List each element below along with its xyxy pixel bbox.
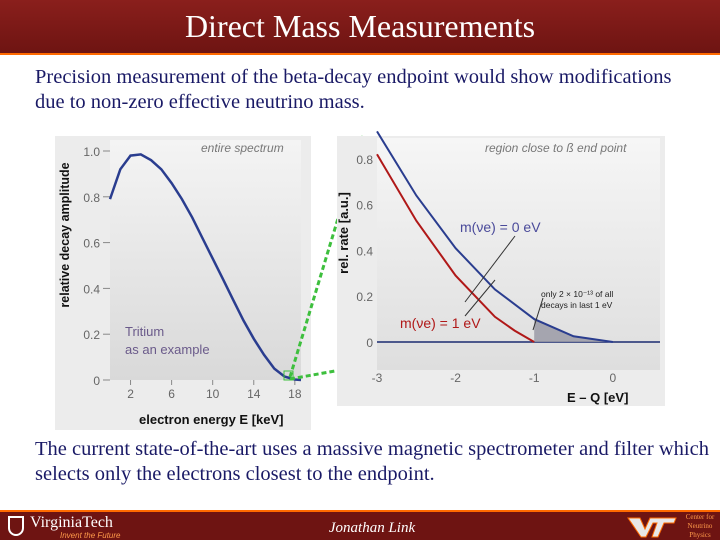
left-x-tick-label: 18 xyxy=(288,387,302,401)
left-y-tick-label: 0.8 xyxy=(83,191,100,205)
legend-m1-label: m(νe) = 1 eV xyxy=(400,315,481,331)
vt-shield-icon xyxy=(8,516,24,536)
left-x-tick-label: 6 xyxy=(168,387,175,401)
slide-title: Direct Mass Measurements xyxy=(184,8,536,44)
right-y-tick-label: 0.4 xyxy=(356,244,373,258)
left-y-axis-label: relative decay amplitude xyxy=(58,162,72,307)
right-y-tick-label: 0.8 xyxy=(356,153,373,167)
full-spectrum-curve xyxy=(108,153,302,382)
left-x-tick-label: 10 xyxy=(206,387,220,401)
right-x-tick-label: -3 xyxy=(372,371,383,385)
left-plot-area xyxy=(110,140,301,380)
right-y-tick-label: 0.6 xyxy=(356,199,373,213)
title-bar: Direct Mass Measurements xyxy=(0,0,720,55)
right-plot-area xyxy=(377,138,660,370)
left-y-tick-label: 0.4 xyxy=(83,282,100,296)
left-chart-title: entire spectrum xyxy=(201,141,284,155)
beta-spectrum-figure: relative decay amplitude electron energy… xyxy=(55,130,665,430)
right-x-tick-label: -2 xyxy=(450,371,461,385)
right-y-tick-label: 0 xyxy=(366,336,373,350)
m0-label-pointer xyxy=(464,235,516,303)
right-x-tick-label: -1 xyxy=(529,371,540,385)
legend-m0-label: m(νe) = 0 eV xyxy=(460,219,541,235)
figure-svg: relative decay amplitude electron energy… xyxy=(55,130,665,430)
center-name: Center for Neutrino Physics xyxy=(685,513,715,539)
left-x-tick-label: 14 xyxy=(247,387,261,401)
zoom-box xyxy=(283,370,294,381)
footer-bar: VirginiaTech Invent the Future Jonathan … xyxy=(0,510,720,540)
vt-monogram-icon xyxy=(627,517,677,538)
right-x-axis-label: E – Q [eV] xyxy=(567,390,628,405)
m1-label-pointer xyxy=(464,279,496,317)
right-y-tick-label: 0.2 xyxy=(356,290,373,304)
curve-m1-ev xyxy=(376,153,535,343)
fraction-note-pointer xyxy=(532,297,544,331)
tritium-label: Tritium xyxy=(125,324,164,339)
left-y-tick-label: 0.2 xyxy=(83,328,100,342)
footer-author: Jonathan Link xyxy=(328,520,416,536)
right-x-tick-label: 0 xyxy=(609,371,616,385)
fraction-note-line1: only 2 × 10⁻¹³ of all xyxy=(541,289,613,299)
curve-m0-ev xyxy=(376,130,613,343)
tritium-sublabel: as an example xyxy=(125,342,210,357)
university-name: VirginiaTech xyxy=(30,514,113,531)
left-y-tick-label: 1.0 xyxy=(83,145,100,159)
last-ev-shaded-region xyxy=(534,319,613,342)
spectrometer-paragraph: The current state-of-the-art uses a mass… xyxy=(35,438,709,485)
left-y-tick-label: 0.6 xyxy=(83,237,100,251)
left-x-axis-label: electron energy E [keV] xyxy=(139,412,284,427)
university-tagline: Invent the Future xyxy=(60,531,121,540)
intro-paragraph: Precision measurement of the beta-decay … xyxy=(35,66,672,113)
right-chart-title: region close to ß end point xyxy=(485,141,627,155)
left-y-tick-label: 0 xyxy=(93,374,100,388)
left-x-tick-label: 2 xyxy=(127,387,134,401)
right-y-axis-label: rel. rate [a.u.] xyxy=(336,192,351,274)
fraction-note-line2: decays in last 1 eV xyxy=(541,300,613,310)
